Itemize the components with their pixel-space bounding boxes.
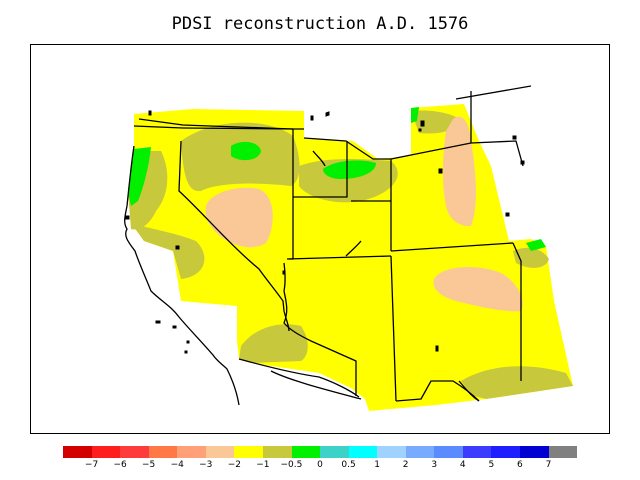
pdsi-peach-patch: [433, 267, 523, 312]
colorbar-swatch: [348, 446, 378, 458]
colorbar-label: −4: [170, 460, 184, 470]
colorbar-swatch: [434, 446, 463, 458]
colorbar-label: −0.5: [280, 460, 303, 470]
colorbar-label: 0: [317, 460, 323, 470]
pdsi-green-patch: [323, 160, 376, 179]
colorbar-swatch: [148, 446, 178, 458]
colorbar-swatch: [234, 446, 263, 458]
colorbar-swatch: [491, 446, 520, 458]
colorbar-label: −7: [84, 460, 99, 470]
pdsi-peach-patch: [205, 187, 273, 248]
colorbar-swatch: [205, 446, 235, 458]
colorbar-swatch: [405, 446, 435, 458]
pdsi-green-patch: [526, 239, 546, 251]
pdsi-green-patch: [128, 147, 151, 206]
pdsi-olive-band: [461, 366, 573, 399]
colorbar: [63, 446, 578, 458]
colorbar-label: −1: [256, 460, 270, 470]
pdsi-olive-band: [513, 247, 549, 268]
map-frame: [30, 44, 610, 434]
colorbar-label: 7: [545, 460, 552, 470]
map-title: PDSI reconstruction A.D. 1576: [171, 14, 469, 34]
colorbar-swatch: [291, 446, 321, 458]
colorbar-swatch: [377, 446, 406, 458]
colorbar-label: −6: [113, 460, 127, 470]
pdsi-green-patch: [231, 141, 261, 161]
colorbar-label: 5: [488, 460, 495, 470]
colorbar-label: 3: [431, 460, 438, 470]
colorbar-label: −5: [142, 460, 156, 470]
colorbar-label: 1: [374, 460, 380, 470]
pdsi-map: [124, 85, 573, 411]
colorbar-swatch: [462, 446, 492, 458]
colorbar-labels: −7 −6 −5 −4 −3 −2 −1 −0.5 0 0.5 1 2 3 4 5 6 7: [0, 460, 640, 474]
pdsi-olive-band: [411, 110, 459, 134]
colorbar-label: −2: [227, 460, 241, 470]
colorbar-label: 2: [402, 460, 409, 470]
colorbar-swatch: [120, 446, 149, 458]
lakes: [124, 110, 525, 354]
colorbar-label: −3: [199, 460, 213, 470]
colorbar-swatch: [177, 446, 206, 458]
pdsi-green-patch: [411, 107, 419, 123]
colorbar-label: 4: [459, 460, 466, 470]
colorbar-swatch: [91, 446, 121, 458]
colorbar-swatch: [320, 446, 349, 458]
colorbar-label: 6: [517, 460, 523, 470]
colorbar-swatch: [63, 446, 92, 458]
pdsi-olive-band: [131, 223, 205, 279]
colorbar-swatch: [520, 446, 549, 458]
state-borders: [124, 85, 532, 406]
colorbar-label: 0.5: [341, 460, 356, 470]
pdsi-olive-band: [239, 324, 308, 363]
colorbar-swatch: [548, 446, 578, 458]
colorbar-swatch: [262, 446, 292, 458]
